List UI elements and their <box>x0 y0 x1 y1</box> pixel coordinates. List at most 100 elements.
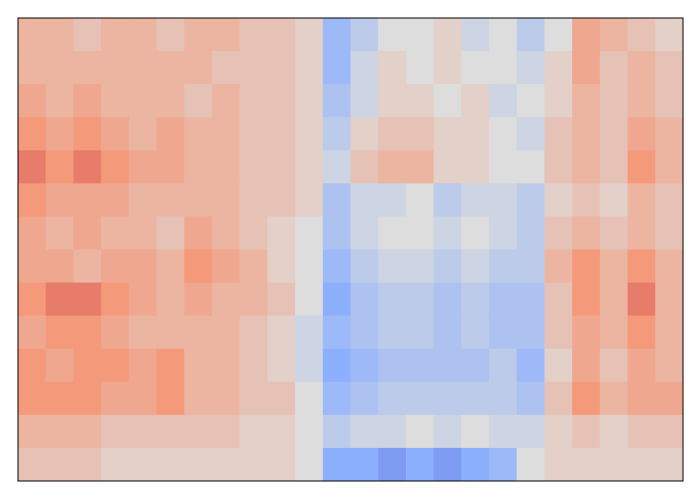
heatmap-cell <box>184 117 213 151</box>
heatmap-cell <box>239 414 268 449</box>
heatmap-cell <box>45 249 74 284</box>
heatmap-cell <box>489 282 518 317</box>
heatmap-cell <box>267 348 296 383</box>
heatmap-cell <box>433 282 462 317</box>
heatmap-cell <box>211 447 241 482</box>
heatmap-cell <box>73 183 102 217</box>
heatmap-cell <box>461 117 490 151</box>
heatmap-cell <box>156 117 185 151</box>
heatmap-cell <box>378 249 407 284</box>
heatmap-cell <box>350 381 379 416</box>
heatmap-cell <box>599 183 629 217</box>
heatmap-cell <box>101 216 130 250</box>
heatmap-cell <box>45 447 74 482</box>
heatmap-cell <box>73 117 102 151</box>
heatmap-cell <box>350 18 379 52</box>
heatmap-cell <box>295 315 324 350</box>
heatmap-cell <box>405 117 435 151</box>
heatmap-cell <box>101 249 130 284</box>
heatmap-cell <box>295 381 324 416</box>
heatmap-cell <box>239 117 268 151</box>
heatmap-cell <box>627 18 656 52</box>
heatmap-cell <box>18 447 47 482</box>
heatmap-cell <box>599 216 629 250</box>
heatmap-cell <box>18 348 47 383</box>
heatmap-cell <box>627 282 656 317</box>
heatmap-cell <box>211 348 241 383</box>
heatmap-cell <box>599 447 629 482</box>
heatmap-cell <box>572 117 601 151</box>
heatmap-cell <box>211 381 241 416</box>
heatmap-cell <box>322 315 351 350</box>
heatmap-cell <box>627 216 656 250</box>
heatmap-cell <box>45 348 74 383</box>
heatmap-cell <box>405 51 435 85</box>
heatmap-cell <box>433 183 462 217</box>
heatmap-cell <box>45 51 74 85</box>
heatmap-cell <box>572 150 601 184</box>
heatmap-cell <box>184 348 213 383</box>
heatmap-cell <box>45 282 74 317</box>
heatmap-cell <box>322 414 351 449</box>
heatmap-cell <box>489 150 518 184</box>
heatmap-cell <box>599 84 629 118</box>
heatmap-cell <box>544 447 573 482</box>
heatmap-cell <box>627 447 656 482</box>
heatmap-cell <box>322 18 351 52</box>
heatmap-cell <box>73 150 102 184</box>
heatmap-cell <box>101 183 130 217</box>
heatmap-cell <box>627 84 656 118</box>
heatmap-cell <box>516 216 545 250</box>
heatmap-cell <box>572 315 601 350</box>
heatmap-cell <box>239 348 268 383</box>
heatmap-cell <box>73 51 102 85</box>
heatmap-cell <box>461 216 490 250</box>
heatmap-cell <box>655 18 684 52</box>
heatmap-cell <box>18 249 47 284</box>
heatmap-cell <box>516 381 545 416</box>
heatmap-cell <box>544 117 573 151</box>
heatmap-cell <box>295 84 324 118</box>
heatmap-cell <box>378 51 407 85</box>
heatmap-cell <box>101 117 130 151</box>
heatmap-cell <box>211 282 241 317</box>
heatmap-cell <box>627 381 656 416</box>
heatmap-cell <box>267 282 296 317</box>
heatmap-cell <box>267 315 296 350</box>
heatmap-cell <box>101 150 130 184</box>
heatmap-cell <box>184 84 213 118</box>
heatmap-cell <box>378 117 407 151</box>
heatmap-cell <box>45 216 74 250</box>
heatmap-cell <box>461 150 490 184</box>
heatmap-cell <box>489 315 518 350</box>
heatmap-cell <box>461 84 490 118</box>
heatmap-cell <box>295 348 324 383</box>
heatmap-cell <box>599 315 629 350</box>
heatmap-cell <box>516 447 545 482</box>
heatmap-cell <box>211 84 241 118</box>
heatmap-cell <box>627 150 656 184</box>
heatmap-cell <box>405 183 435 217</box>
heatmap-cell <box>239 183 268 217</box>
heatmap-cell <box>655 150 684 184</box>
heatmap-cell <box>599 117 629 151</box>
heatmap-cell <box>295 282 324 317</box>
heatmap-cell <box>544 414 573 449</box>
heatmap-cell <box>489 216 518 250</box>
heatmap-cell <box>184 381 213 416</box>
heatmap-cell <box>405 282 435 317</box>
heatmap-cell <box>461 18 490 52</box>
heatmap-cell <box>18 414 47 449</box>
heatmap-cell <box>433 117 462 151</box>
heatmap-cell <box>295 117 324 151</box>
heatmap-cell <box>655 414 684 449</box>
heatmap-cell <box>322 348 351 383</box>
heatmap-cell <box>211 315 241 350</box>
heatmap-cell <box>350 117 379 151</box>
heatmap-cell <box>156 51 185 85</box>
heatmap-cell <box>627 183 656 217</box>
heatmap-cell <box>267 84 296 118</box>
heatmap-cell <box>18 18 47 52</box>
heatmap-cell <box>572 18 601 52</box>
heatmap-cell <box>267 117 296 151</box>
